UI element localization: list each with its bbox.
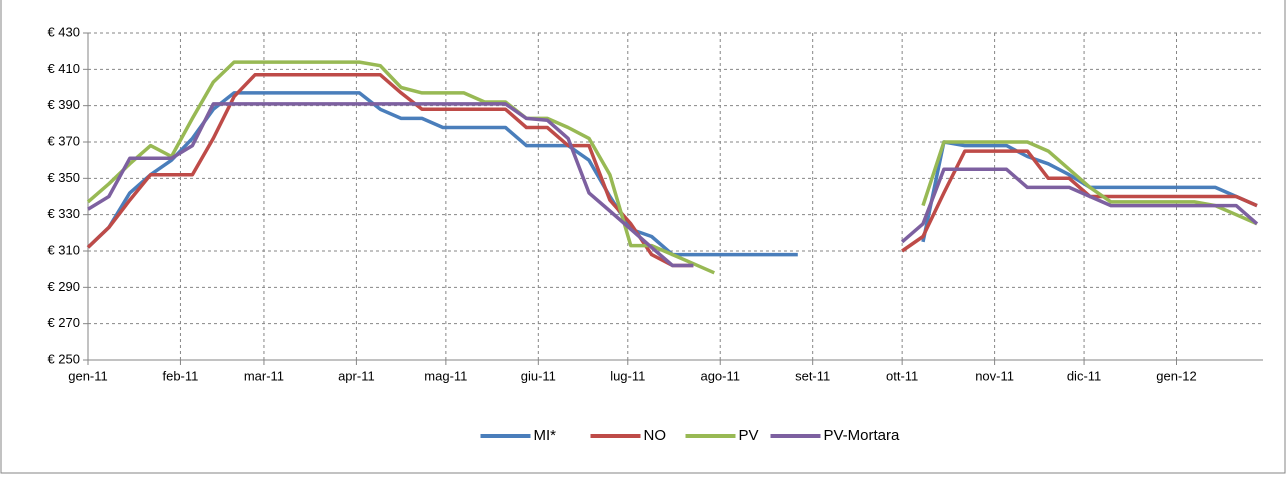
x-tick-label: set-11 bbox=[795, 368, 830, 383]
x-tick-label: apr-11 bbox=[338, 368, 375, 383]
x-tick-label: feb-11 bbox=[162, 368, 198, 383]
series-line bbox=[86, 73, 1258, 268]
x-tick-label: nov-11 bbox=[975, 368, 1014, 383]
legend-label: PV-Mortara bbox=[824, 427, 901, 444]
legend-label: PV bbox=[739, 427, 759, 444]
x-tick-label: dic-11 bbox=[1067, 368, 1101, 383]
y-tick-label: € 270 bbox=[47, 315, 80, 330]
y-tick-label: € 430 bbox=[47, 24, 80, 39]
y-tick-label: € 290 bbox=[47, 279, 80, 294]
series-line bbox=[86, 60, 1258, 275]
x-tick-label: giu-11 bbox=[521, 368, 556, 383]
legend-label: MI* bbox=[534, 427, 557, 444]
y-tick-label: € 310 bbox=[47, 242, 80, 257]
y-tick-label: € 390 bbox=[47, 97, 80, 112]
y-tick-label: € 370 bbox=[47, 133, 80, 148]
x-tick-label: gen-12 bbox=[1156, 368, 1196, 383]
y-tick-label: € 350 bbox=[47, 170, 80, 185]
y-tick-label: € 330 bbox=[47, 206, 80, 221]
x-tick-label: lug-11 bbox=[610, 368, 645, 383]
y-tick-label: € 250 bbox=[47, 351, 80, 366]
legend-label: NO bbox=[644, 427, 667, 444]
y-tick-label: € 410 bbox=[47, 61, 80, 76]
series-line bbox=[87, 102, 1259, 268]
x-tick-label: mag-11 bbox=[424, 368, 467, 383]
x-tick-label: ago-11 bbox=[700, 368, 740, 383]
x-tick-label: mar-11 bbox=[244, 368, 284, 383]
x-tick-label: gen-11 bbox=[68, 368, 108, 383]
x-tick-label: ott-11 bbox=[886, 368, 918, 383]
